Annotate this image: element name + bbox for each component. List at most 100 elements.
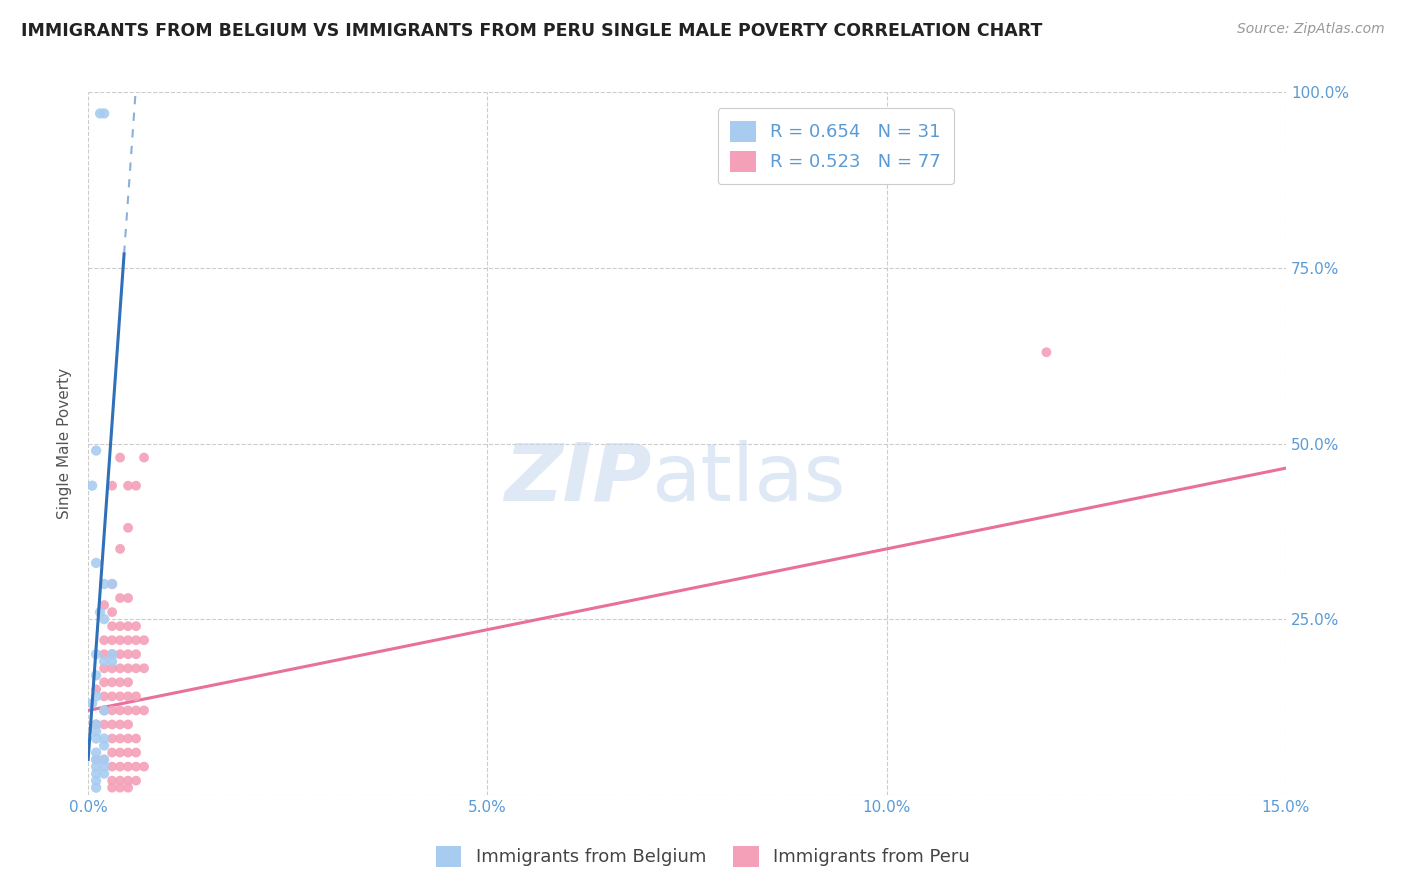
Point xyxy=(101,478,124,492)
Text: IMMIGRANTS FROM BELGIUM VS IMMIGRANTS FROM PERU SINGLE MALE POVERTY CORRELATION : IMMIGRANTS FROM BELGIUM VS IMMIGRANTS FR… xyxy=(21,22,1042,40)
Point xyxy=(93,633,115,648)
Point xyxy=(125,633,148,648)
Point xyxy=(101,647,124,661)
Point xyxy=(125,746,148,760)
Point xyxy=(117,478,139,492)
Point xyxy=(117,633,139,648)
Point xyxy=(108,633,131,648)
Point xyxy=(93,703,115,717)
Point xyxy=(84,759,107,773)
Point xyxy=(101,759,124,773)
Text: ZIP: ZIP xyxy=(503,440,651,517)
Point xyxy=(125,478,148,492)
Point xyxy=(101,577,124,591)
Legend: Immigrants from Belgium, Immigrants from Peru: Immigrants from Belgium, Immigrants from… xyxy=(429,838,977,874)
Point xyxy=(84,668,107,682)
Point xyxy=(84,647,107,661)
Point xyxy=(84,717,107,731)
Point xyxy=(108,619,131,633)
Point xyxy=(117,780,139,795)
Point xyxy=(125,619,148,633)
Point xyxy=(93,753,115,767)
Point xyxy=(84,443,107,458)
Point xyxy=(101,780,124,795)
Point xyxy=(108,759,131,773)
Point xyxy=(117,690,139,704)
Point xyxy=(108,717,131,731)
Point xyxy=(93,766,115,780)
Point xyxy=(117,647,139,661)
Point xyxy=(1035,345,1057,359)
Point xyxy=(84,724,107,739)
Point xyxy=(93,753,115,767)
Point xyxy=(132,703,155,717)
Point xyxy=(101,703,124,717)
Point xyxy=(117,619,139,633)
Point xyxy=(84,717,107,731)
Point xyxy=(89,605,111,619)
Point xyxy=(84,690,107,704)
Point xyxy=(117,759,139,773)
Point xyxy=(101,717,124,731)
Point xyxy=(93,703,115,717)
Text: atlas: atlas xyxy=(651,440,845,517)
Point xyxy=(89,106,111,120)
Y-axis label: Single Male Poverty: Single Male Poverty xyxy=(58,368,72,519)
Point xyxy=(82,697,104,711)
Point xyxy=(93,759,115,773)
Point xyxy=(108,746,131,760)
Point xyxy=(108,661,131,675)
Point xyxy=(101,746,124,760)
Point xyxy=(117,773,139,788)
Point xyxy=(125,773,148,788)
Point xyxy=(93,675,115,690)
Point xyxy=(93,661,115,675)
Point xyxy=(125,759,148,773)
Point xyxy=(108,690,131,704)
Point xyxy=(84,746,107,760)
Point xyxy=(101,647,124,661)
Point xyxy=(84,773,107,788)
Point xyxy=(101,731,124,746)
Point xyxy=(93,612,115,626)
Point xyxy=(108,703,131,717)
Point xyxy=(101,619,124,633)
Point xyxy=(108,731,131,746)
Point xyxy=(108,773,131,788)
Point xyxy=(101,661,124,675)
Point xyxy=(132,633,155,648)
Point xyxy=(132,661,155,675)
Point xyxy=(82,478,104,492)
Point xyxy=(84,753,107,767)
Point xyxy=(132,759,155,773)
Point xyxy=(117,661,139,675)
Point xyxy=(101,654,124,668)
Point xyxy=(125,703,148,717)
Point xyxy=(84,753,107,767)
Point xyxy=(125,731,148,746)
Point xyxy=(101,773,124,788)
Point xyxy=(93,717,115,731)
Point xyxy=(93,739,115,753)
Point xyxy=(93,598,115,612)
Point xyxy=(132,450,155,465)
Point xyxy=(101,690,124,704)
Point xyxy=(101,577,124,591)
Point xyxy=(84,682,107,697)
Point xyxy=(108,541,131,556)
Point xyxy=(117,703,139,717)
Point xyxy=(125,647,148,661)
Point xyxy=(117,521,139,535)
Point xyxy=(108,647,131,661)
Point xyxy=(101,633,124,648)
Point xyxy=(84,780,107,795)
Point xyxy=(84,556,107,570)
Point xyxy=(108,591,131,605)
Point xyxy=(101,605,124,619)
Point xyxy=(117,591,139,605)
Point xyxy=(117,675,139,690)
Point xyxy=(117,731,139,746)
Point xyxy=(108,450,131,465)
Point xyxy=(84,766,107,780)
Point xyxy=(93,647,115,661)
